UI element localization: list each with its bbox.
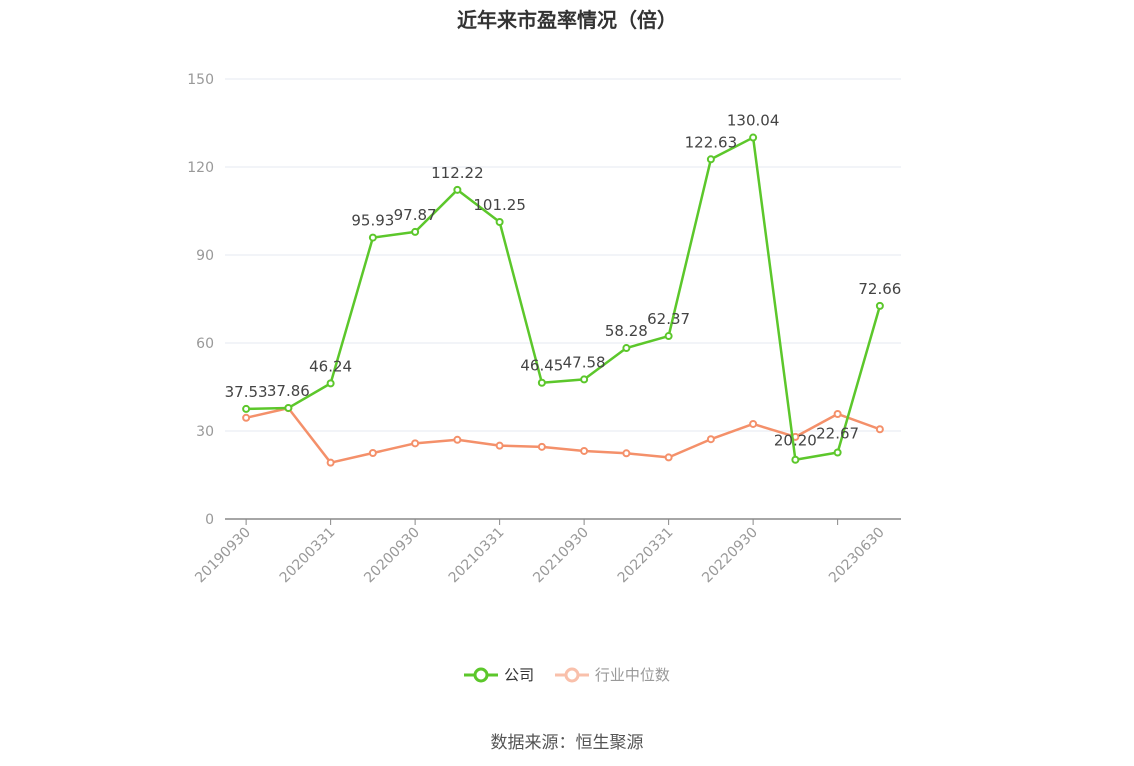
data-point-industry-median <box>368 449 377 457</box>
data-point-company <box>326 379 335 388</box>
data-point-company <box>622 344 631 353</box>
y-axis-ticks: 0 30 60 90 120 150 <box>187 72 214 528</box>
legend-line-circle-icon <box>554 667 589 682</box>
data-label-company: 95.93 <box>351 212 394 230</box>
data-point-industry-median <box>875 425 884 434</box>
x-tick-label: 20200930 <box>361 525 423 587</box>
y-tick-label: 0 <box>205 512 214 528</box>
y-tick-label: 120 <box>187 160 214 176</box>
data-point-industry-median <box>537 442 546 451</box>
data-label-company: 46.45 <box>520 357 563 375</box>
legend: 公司 行业中位数 <box>0 664 1134 687</box>
x-tick-label: 20200331 <box>277 525 339 587</box>
grid-lines <box>225 78 901 432</box>
legend-item-industry-median[interactable]: 行业中位数 <box>554 664 670 685</box>
data-point-company <box>242 404 251 413</box>
data-label-company: 47.58 <box>563 353 606 371</box>
data-point-industry-median <box>833 409 842 418</box>
series-line-company <box>246 136 882 461</box>
data-point-company <box>706 155 715 164</box>
x-axis-ticks: 20190930 20200331 20200930 20210331 20210930… <box>192 519 888 587</box>
source-note: 数据来源：恒生聚源 <box>490 733 644 753</box>
data-point-company <box>368 233 377 242</box>
series-line-industry-median <box>245 406 881 464</box>
data-label-company: 58.28 <box>605 322 648 340</box>
data-label-company: 101.25 <box>473 196 526 214</box>
data-point-industry-median <box>664 453 673 462</box>
legend-line-circle-icon <box>464 667 499 682</box>
data-label-company: 112.22 <box>431 164 484 182</box>
data-point-company <box>411 227 420 236</box>
data-point-company <box>749 133 758 142</box>
data-label-company: 37.86 <box>267 382 310 400</box>
legend-label-industry-median: 行业中位数 <box>594 666 670 684</box>
y-tick-label: 30 <box>196 424 214 440</box>
data-point-industry-median <box>453 435 462 444</box>
data-point-company <box>495 218 504 226</box>
data-point-industry-median <box>326 458 335 467</box>
data-point-industry-median <box>622 449 631 458</box>
data-point-industry-median <box>706 435 715 444</box>
data-label-company: 122.63 <box>685 133 738 151</box>
data-label-company: 72.66 <box>858 280 901 298</box>
data-point-company <box>833 448 842 457</box>
data-label-company: 22.67 <box>816 425 859 443</box>
series-group <box>242 133 884 467</box>
data-point-company <box>791 455 800 464</box>
data-point-industry-median <box>242 413 251 422</box>
data-point-industry-median <box>580 446 589 455</box>
x-tick-label: 20230630 <box>826 525 888 587</box>
x-tick-label: 20220331 <box>615 525 677 587</box>
x-tick-label: 20210331 <box>446 525 508 587</box>
x-tick-label: 20220930 <box>699 525 761 587</box>
data-label-company: 97.87 <box>394 206 437 224</box>
data-label-company: 130.04 <box>727 112 780 130</box>
data-point-company <box>875 301 884 310</box>
legend-item-company[interactable]: 公司 <box>464 664 534 685</box>
data-point-industry-median <box>411 439 420 448</box>
data-point-industry-median <box>495 441 504 450</box>
data-label-company: 46.24 <box>309 357 352 375</box>
data-point-company <box>580 375 589 384</box>
data-point-company <box>453 185 462 194</box>
x-tick-label: 20190930 <box>192 525 254 587</box>
data-point-industry-median <box>749 419 758 428</box>
data-label-company: 20.20 <box>774 432 817 450</box>
data-point-company <box>537 378 546 387</box>
data-label-company: 62.37 <box>647 310 690 328</box>
y-tick-label: 150 <box>187 72 214 88</box>
data-labels: 37.53 37.86 46.24 95.93 97.87 112.22 101.25 46.… <box>225 112 902 450</box>
y-tick-label: 90 <box>196 248 214 264</box>
data-label-company: 37.53 <box>225 383 268 401</box>
data-point-company <box>284 403 293 412</box>
y-tick-label: 60 <box>196 336 214 352</box>
x-tick-label: 20210930 <box>530 525 592 587</box>
data-point-company <box>664 332 673 341</box>
legend-label-company: 公司 <box>504 666 535 684</box>
chart-title: 近年来市盈率情况（倍） <box>457 8 677 32</box>
